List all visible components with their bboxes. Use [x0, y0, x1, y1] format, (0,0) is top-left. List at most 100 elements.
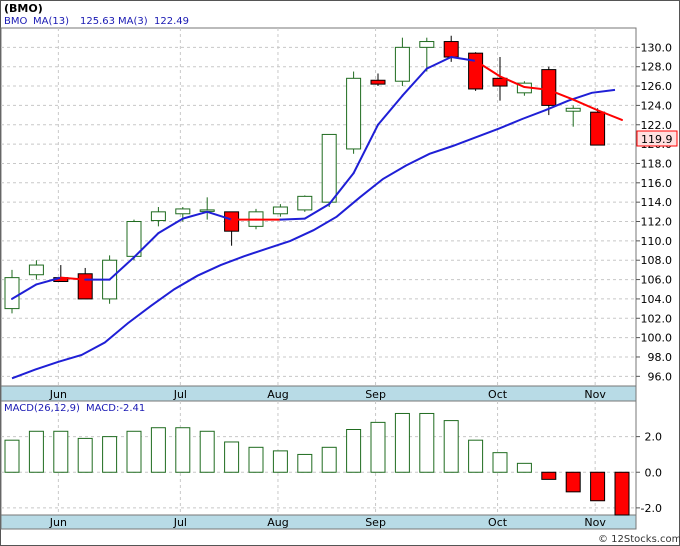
- macd-bar: [590, 471, 606, 502]
- macd-bar: [516, 462, 532, 473]
- month-label: Aug: [267, 516, 288, 529]
- ma3-line-segment: [157, 217, 184, 235]
- ma3-line-segment: [474, 59, 501, 78]
- candle: [492, 57, 508, 101]
- ma3-line-segment: [303, 203, 331, 220]
- ma3-line-segment: [328, 172, 355, 206]
- candle: [321, 133, 337, 207]
- candle: [565, 105, 581, 127]
- price-tick-label: 108.0: [641, 254, 673, 267]
- last-price-tag: 119.9: [636, 130, 678, 147]
- price-tick-label: 100.0: [641, 332, 673, 345]
- candle: [297, 195, 313, 212]
- macd-axis: -2.0 0.0 2.0: [636, 431, 662, 515]
- month-label: Aug: [267, 388, 288, 401]
- chart-title: (BMO): [4, 2, 43, 15]
- candle: [126, 219, 142, 261]
- candle-body: [565, 107, 581, 112]
- candle: [468, 52, 484, 91]
- month-label: Nov: [584, 516, 606, 529]
- candle: [370, 73, 386, 87]
- price-tick-label: 130.0: [641, 41, 673, 54]
- month-label: Jul: [173, 516, 187, 529]
- macd-bar: [541, 471, 557, 480]
- ma3-line-segment: [499, 75, 526, 89]
- month-label: Sep: [365, 388, 386, 401]
- macd-bar: [565, 471, 581, 493]
- macd-bar: [321, 446, 337, 473]
- ma3-line-segment: [377, 94, 404, 126]
- candle: [150, 207, 166, 227]
- macd-bar: [224, 441, 240, 473]
- candle-body: [224, 211, 240, 232]
- candle: [28, 260, 44, 280]
- price-axis: 96.0 98.0 100.0 102.0 104.0 106.0 108.0 110.0 11…: [636, 41, 672, 383]
- ma3-line-segment: [11, 283, 38, 300]
- macd-bar: [370, 421, 386, 473]
- candle-body: [541, 69, 557, 106]
- month-label: Sep: [365, 516, 386, 529]
- macd-bar: [614, 471, 630, 516]
- ma3-line-segment: [181, 210, 209, 220]
- price-tick-label: 104.0: [641, 293, 673, 306]
- ma13-line: [11, 88, 616, 380]
- month-label: Jun: [49, 388, 67, 401]
- macd-legend-label: MACD(26,12,9): [4, 403, 80, 414]
- candle-body: [370, 79, 386, 85]
- candle-body: [272, 206, 288, 215]
- candle-body: [419, 41, 435, 48]
- ma3-line-segment: [547, 88, 575, 101]
- macd-bar: [4, 439, 20, 473]
- ma3-line-segment: [206, 210, 233, 221]
- price-tick-label: 96.0: [648, 370, 673, 383]
- candle-body: [590, 111, 606, 146]
- last-price-value: 119.9: [641, 133, 673, 146]
- macd-bar: [297, 453, 313, 473]
- candle-body: [77, 273, 93, 300]
- price-month-band: [0, 385, 637, 402]
- macd-panel: [0, 400, 637, 516]
- candle-body: [321, 133, 337, 203]
- price-tick-label: 122.0: [641, 119, 673, 132]
- price-tick-label: 124.0: [641, 99, 673, 112]
- macd-legend-value: MACD:-2.41: [86, 403, 145, 414]
- macd-bar: [150, 427, 166, 473]
- price-tick-label: 128.0: [641, 61, 673, 74]
- macd-month-band: [0, 514, 637, 530]
- candle-body: [492, 77, 508, 87]
- macd-bar: [443, 420, 459, 473]
- price-month-labels: Jun Jul Aug Sep Oct Nov: [49, 388, 607, 401]
- macd-bar: [77, 437, 93, 473]
- candle: [590, 108, 606, 146]
- candle: [4, 269, 20, 314]
- price-tick-label: 110.0: [641, 235, 673, 248]
- month-label: Nov: [584, 388, 606, 401]
- month-label: Jul: [173, 388, 187, 401]
- legend-ma13-label: MA(13): [33, 16, 69, 27]
- macd-bar: [492, 452, 508, 473]
- price-tick-label: 112.0: [641, 216, 673, 229]
- macd-tick-label: -2.0: [641, 502, 662, 515]
- macd-bar: [102, 436, 118, 473]
- price-tick-label: 118.0: [641, 157, 673, 170]
- price-tick-label: 114.0: [641, 196, 673, 209]
- watermark: © 12Stocks.com: [598, 534, 680, 545]
- price-gridlines: [1, 28, 636, 386]
- candle-body: [28, 264, 44, 276]
- candle: [224, 211, 240, 246]
- price-candles: [4, 35, 606, 314]
- price-tick-label: 102.0: [641, 312, 673, 325]
- candle: [394, 37, 410, 87]
- price-panel: [0, 27, 637, 387]
- month-label: Jun: [49, 516, 67, 529]
- macd-bar: [199, 430, 215, 473]
- macd-bar: [346, 429, 362, 473]
- price-tick-label: 106.0: [641, 274, 673, 287]
- legend-symbol: BMO: [4, 16, 27, 27]
- ma3-line-segment: [279, 217, 306, 221]
- candle-body: [150, 211, 166, 222]
- ma3-line-segment: [59, 276, 87, 281]
- macd-bar: [468, 439, 484, 473]
- macd-tick-label: 0.0: [645, 466, 663, 479]
